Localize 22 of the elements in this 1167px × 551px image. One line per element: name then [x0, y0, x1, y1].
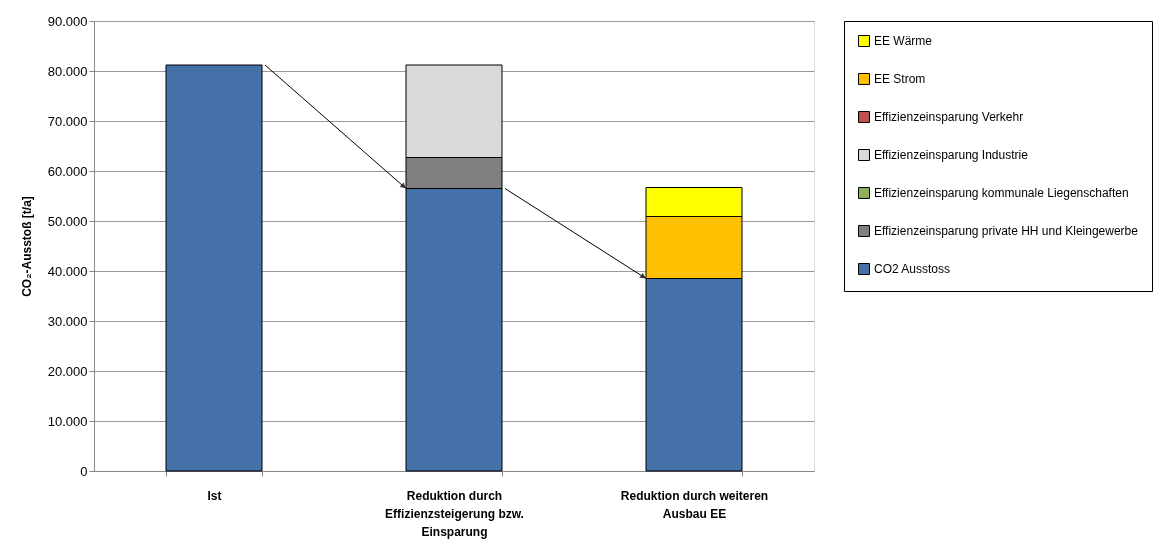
y-tick-label: 50.000 [47, 213, 88, 229]
legend-label: Effizienzeinsparung Verkehr [874, 110, 1024, 124]
y-tick-label: 70.000 [47, 113, 88, 129]
legend-label: Effizienzeinsparung Industrie [874, 148, 1029, 162]
bar [165, 64, 263, 472]
y-tick-label: 0 [80, 463, 88, 479]
y-tick-label: 30.000 [47, 313, 88, 329]
legend-label: CO2 Ausstoss [874, 262, 951, 276]
y-axis-title: CO₂-Ausstoß [t/a] [19, 196, 34, 297]
legend-label: Effizienzeinsparung private HH und Kleingewerbe [874, 224, 1139, 238]
y-tick-label: 10.000 [47, 413, 88, 429]
legend-label: EE Strom [874, 72, 926, 86]
x-tick-label: Reduktion durch weiteren Ausbau EE [620, 488, 769, 521]
y-tick-label: 40.000 [47, 263, 88, 279]
x-tick-label: Reduktion durch Effizienzsteigerung bzw. Einsparung [385, 488, 524, 539]
y-tick-label: 20.000 [47, 363, 88, 379]
x-tick-label: Ist [207, 488, 222, 503]
y-tick-label: 60.000 [47, 163, 88, 179]
y-tick-label: 80.000 [47, 63, 88, 79]
y-tick-label: 90.000 [47, 13, 88, 29]
legend-label: Effizienzeinsparung kommunale Liegenschaften [874, 186, 1129, 200]
legend-label: EE Wärme [874, 34, 933, 48]
